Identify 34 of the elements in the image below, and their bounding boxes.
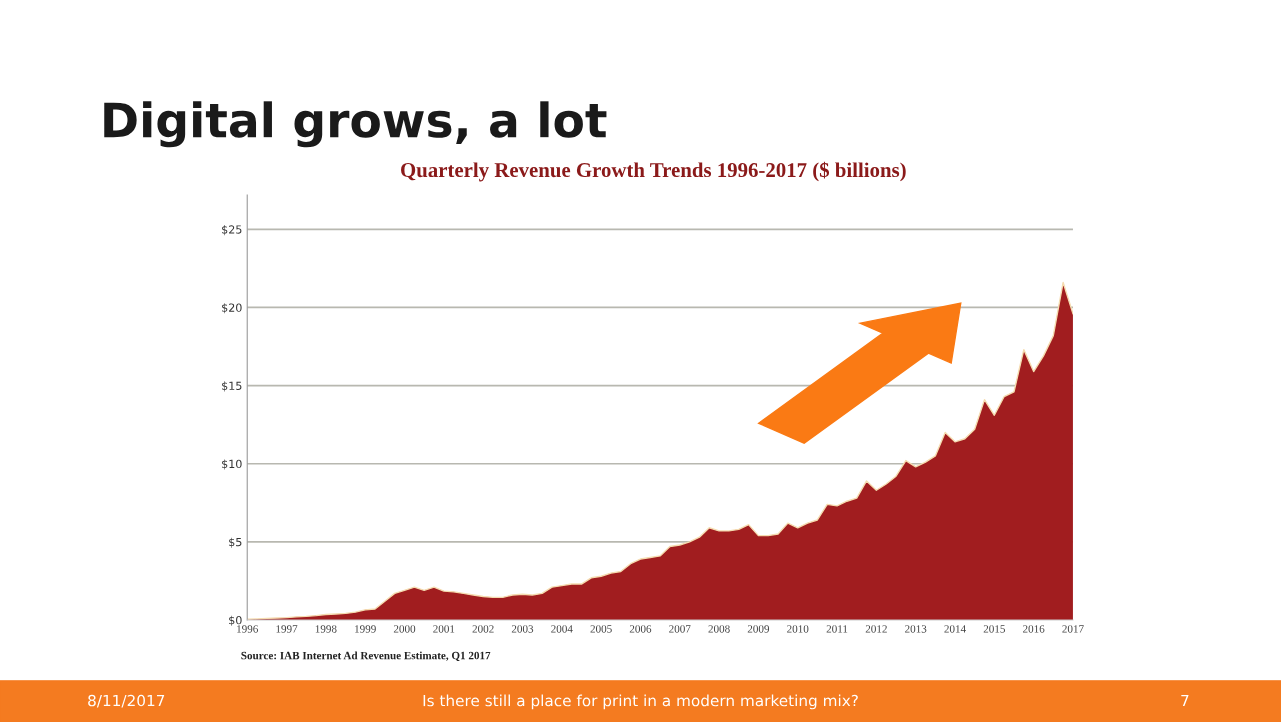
x-tick-label: 2004 [551,625,573,633]
x-tick-label: 2012 [865,625,887,633]
x-tick-label: 2005 [590,625,612,633]
x-tick-label: 2011 [826,625,848,633]
x-tick-label: 2007 [669,625,691,633]
chart-subtitle: Quarterly Revenue Growth Trends 1996-2017 ($ billions) [401,161,906,182]
x-tick-label: 2001 [433,625,455,633]
y-tick-label: $0 [229,615,242,626]
x-tick-label: 2013 [905,625,927,633]
x-tick-label: 2016 [1023,625,1045,633]
y-tick-label: $20 [222,303,242,314]
y-tick-label: $5 [229,537,242,548]
text: Is there still a place for print in a modern marketing mix? [423,694,858,710]
x-tick-label: 1997 [276,625,298,633]
x-tick-label: 2008 [708,625,730,633]
x-tick-label: 1999 [355,625,376,633]
y-tick-label: $25 [222,225,242,236]
x-tick-label: 2003 [511,625,534,633]
x-tick-label: 2009 [747,625,770,633]
x-tick-label: 2017 [1062,625,1084,633]
text: 8/11/2017 [88,694,165,708]
x-tick-label: 1998 [315,625,337,633]
x-tick-label: 2000 [393,625,416,633]
y-tick-label: $10 [222,459,242,470]
x-tick-label: 1996 [237,625,259,633]
y-tick-label: $15 [222,381,242,392]
x-tick-label: 2002 [472,625,494,633]
x-tick-label: 2010 [787,625,809,633]
x-tick-label: 2015 [983,625,1005,633]
chart-title: Digital grows, a lot [104,101,607,148]
text: 7 [1181,694,1189,707]
x-tick-label: 2006 [629,625,652,633]
source-note: Source: IAB Internet Ad Revenue Estimate, Q1 2017 [241,651,491,661]
x-tick-label: 2014 [944,625,966,633]
